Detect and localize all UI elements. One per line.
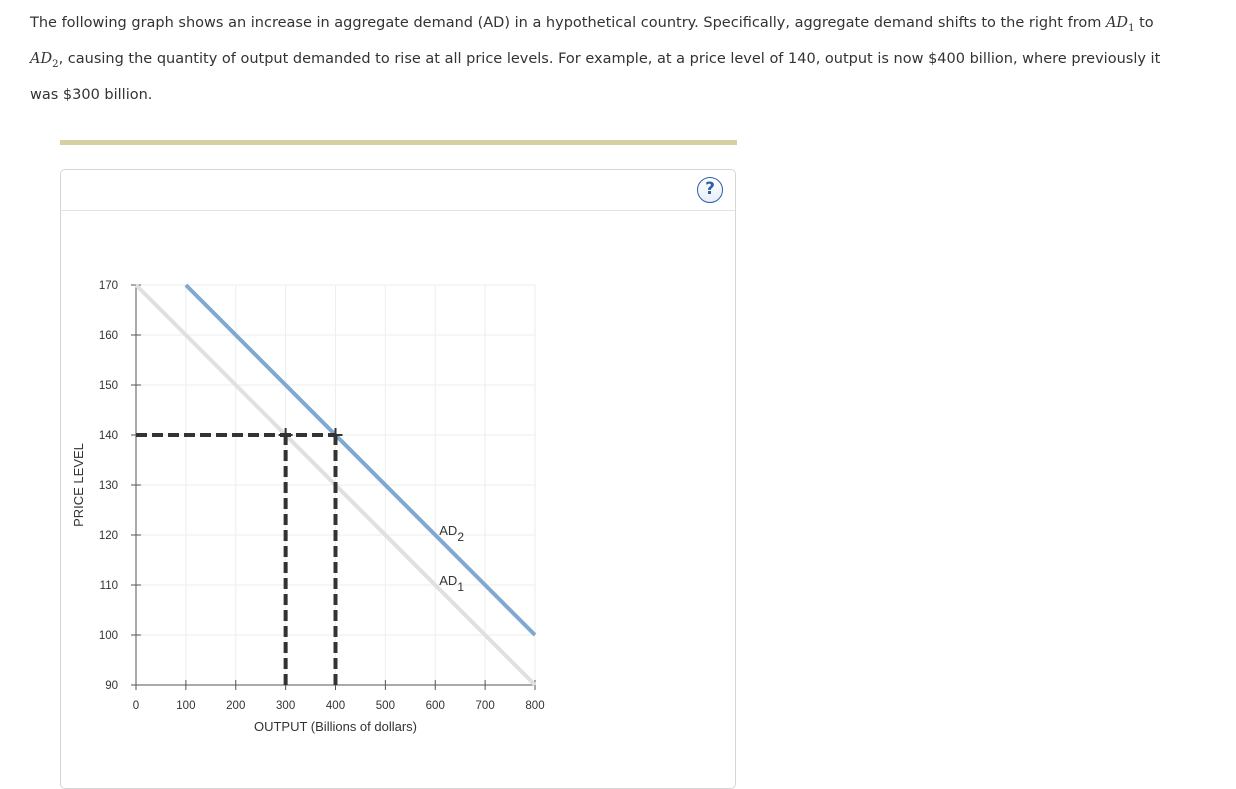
y-tick-label-170: 170 — [99, 280, 118, 292]
curve-label-ad1: AD1 — [439, 573, 464, 594]
y-tick-label-160: 160 — [99, 330, 118, 342]
guide-lines — [136, 428, 343, 685]
x-tick-label-200: 200 — [226, 700, 245, 712]
x-tick-label-700: 700 — [476, 700, 495, 712]
y-tick-label-140: 140 — [99, 430, 118, 442]
x-tick-label-800: 800 — [525, 700, 544, 712]
y-axis-title: PRICE LEVEL — [71, 443, 86, 527]
curve-ad2 — [184, 283, 537, 637]
intro-text-part-1: The following graph shows an increase in… — [30, 15, 1106, 31]
x-axis-title: OUTPUT (Billions of dollars) — [254, 719, 417, 734]
y-tick-label-110: 110 — [100, 580, 118, 592]
y-tick-label-120: 120 — [99, 530, 118, 542]
x-tick-label-300: 300 — [276, 700, 295, 712]
labels: 90 100 110 120 130 140 150 160 170 0 100 200 300 400 5… — [71, 280, 545, 734]
ad-shift-chart: 90 100 110 120 130 140 150 160 170 0 100 200 300 400 5… — [71, 280, 545, 734]
point-ad1-140 — [278, 428, 293, 442]
intro-text-part-3: , causing the quantity of output demande… — [30, 50, 1161, 103]
x-tick-label-100: 100 — [176, 700, 195, 712]
intro-text: The following graph shows an increase in… — [30, 8, 1190, 110]
x-tick-label-600: 600 — [426, 700, 445, 712]
y-tick-label-130: 130 — [99, 480, 118, 492]
intro-text-part-2: to — [1134, 15, 1154, 31]
point-ad2-140 — [328, 428, 343, 442]
graph-panel-header: ? — [61, 170, 735, 211]
ad1-symbol: AD1 — [1105, 15, 1135, 34]
y-tick-label-150: 150 — [99, 380, 118, 392]
y-tick-label-90: 90 — [105, 680, 118, 692]
axes — [131, 284, 536, 690]
x-tick-label-400: 400 — [326, 700, 345, 712]
help-icon[interactable]: ? — [697, 177, 723, 203]
x-tick-label-0: 0 — [133, 700, 139, 712]
graph-panel: ? 90 100 110 120 130 140 150 160 170 0 100 200 300 40… — [60, 169, 736, 789]
y-tick-label-100: 100 — [99, 630, 118, 642]
ad2-symbol: AD2 — [30, 50, 59, 70]
section-divider — [60, 140, 737, 145]
curve-label-ad2: AD2 — [439, 523, 464, 544]
x-tick-label-500: 500 — [376, 700, 395, 712]
